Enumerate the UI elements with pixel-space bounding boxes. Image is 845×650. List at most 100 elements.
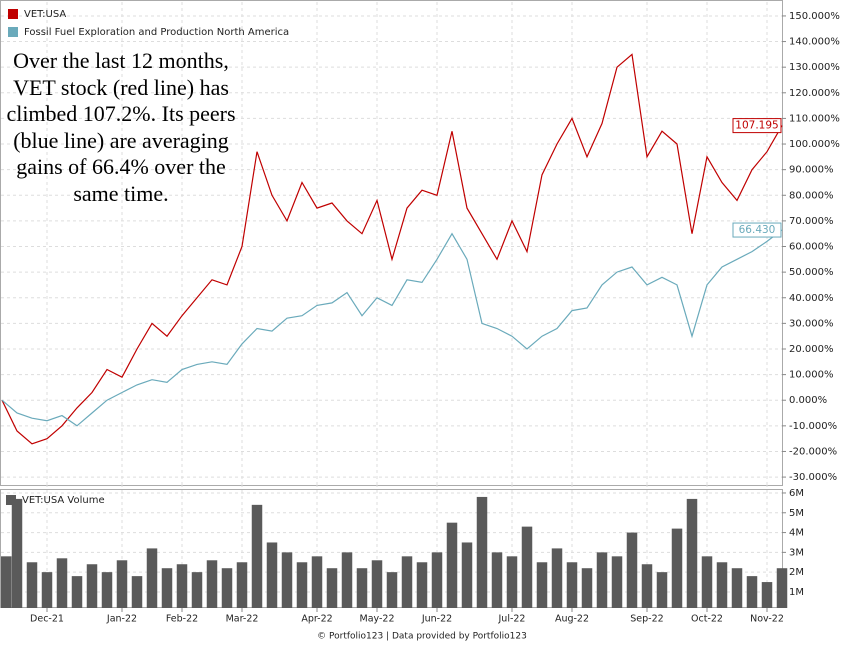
volume-bar (491, 552, 503, 608)
volume-bar (356, 568, 368, 608)
volume-bar (701, 556, 713, 608)
y-tick-label: 20.000% (789, 344, 834, 355)
y-tick-label: 6M (789, 488, 804, 499)
volume-bar (581, 568, 593, 608)
volume-bar (431, 552, 443, 608)
y-tick-label: 60.000% (789, 242, 834, 253)
volume-bar (611, 556, 623, 608)
volume-bar (296, 562, 308, 608)
volume-bar (416, 562, 428, 608)
volume-bar (221, 568, 233, 608)
volume-title: VET:USA Volume (22, 495, 105, 506)
y-tick-label: 4M (789, 528, 804, 539)
volume-bar (341, 552, 353, 608)
y-tick-label: 0.000% (789, 395, 827, 406)
x-tick-label: Aug-22 (555, 614, 589, 625)
volume-bar (596, 552, 608, 608)
legend-swatch (8, 9, 18, 19)
legend-label: VET:USA (24, 9, 66, 20)
volume-bar (776, 568, 788, 608)
footer: © Portfolio123 | Data provided by Portfo… (317, 632, 527, 642)
volume-bar (371, 560, 383, 608)
volume-bar (386, 572, 398, 608)
y-tick-label: 70.000% (789, 216, 834, 227)
series-line (1, 229, 783, 427)
x-tick-label: Nov-22 (750, 614, 784, 625)
volume-bar (506, 556, 518, 608)
volume-bar (641, 564, 653, 608)
volume-bar (26, 562, 38, 608)
plot-frame (0, 0, 783, 486)
volume-bar (41, 572, 53, 608)
value-label-box (732, 118, 782, 134)
y-tick-label: -30.000% (789, 472, 837, 483)
volume-bar (746, 576, 758, 608)
volume-bar (446, 522, 458, 608)
volume-bar (191, 572, 203, 608)
annotation: Over the last 12 months, VET stock (red … (6, 48, 236, 206)
volume-bar (656, 572, 668, 608)
volume-bar (101, 572, 113, 608)
volume-bar (311, 556, 323, 608)
x-tick-label: Oct-22 (691, 614, 723, 625)
legend-swatch (8, 27, 18, 37)
y-tick-label: 130.000% (789, 62, 840, 73)
volume-bar (476, 496, 488, 608)
volume-bar (761, 582, 773, 608)
volume-bar (716, 562, 728, 608)
volume-bar (71, 576, 83, 608)
x-tick-label: Mar-22 (226, 614, 259, 625)
y-tick-label: -20.000% (789, 446, 837, 457)
volume-bar (116, 560, 128, 608)
value-label: 107.195 (735, 120, 778, 132)
volume-bar (146, 548, 158, 608)
volume-bar (176, 564, 188, 608)
y-tick-label: 40.000% (789, 293, 834, 304)
y-tick-label: 1M (789, 587, 804, 598)
volume-bar (206, 560, 218, 608)
y-tick-label: 110.000% (789, 113, 840, 124)
y-tick-label: 80.000% (789, 190, 834, 201)
x-tick-label: Apr-22 (301, 614, 332, 625)
value-label-box (732, 222, 782, 238)
value-label: 66.430 (739, 224, 776, 236)
volume-bar (11, 498, 23, 608)
series-line (1, 53, 783, 445)
volume-bar (131, 576, 143, 608)
volume-bar (86, 564, 98, 608)
legend-label: Fossil Fuel Exploration and Production N… (24, 27, 289, 38)
volume-bar (281, 552, 293, 608)
y-tick-label: 90.000% (789, 165, 834, 176)
x-tick-label: Dec-21 (30, 614, 64, 625)
x-tick-label: Jun-22 (421, 614, 452, 625)
y-tick-label: 140.000% (789, 37, 840, 48)
y-tick-label: 10.000% (789, 370, 834, 381)
volume-bar (566, 562, 578, 608)
volume-bar (626, 532, 638, 608)
volume-bar (536, 562, 548, 608)
volume-bar (551, 548, 563, 608)
x-tick-label: Jul-22 (498, 614, 526, 625)
volume-bar (251, 504, 263, 608)
volume-bar (266, 542, 278, 608)
x-tick-label: May-22 (360, 614, 395, 625)
volume-bar (1, 556, 12, 608)
y-tick-label: -10.000% (789, 421, 837, 432)
volume-bar (671, 528, 683, 608)
x-tick-label: Sep-22 (630, 614, 663, 625)
y-tick-label: 30.000% (789, 318, 834, 329)
volume-bar (236, 562, 248, 608)
volume-bar (521, 526, 533, 608)
volume-bar (56, 558, 68, 608)
x-tick-label: Feb-22 (166, 614, 198, 625)
y-tick-label: 5M (789, 508, 804, 519)
y-tick-label: 2M (789, 567, 804, 578)
volume-title-swatch (6, 495, 16, 505)
volume-bar (461, 542, 473, 608)
y-tick-label: 100.000% (789, 139, 840, 150)
volume-bar (161, 568, 173, 608)
y-tick-label: 120.000% (789, 88, 840, 99)
volume-bar (686, 498, 698, 608)
